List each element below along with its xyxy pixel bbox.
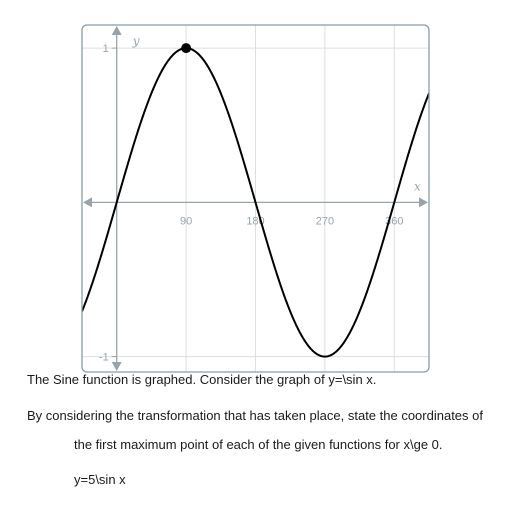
y-axis-arrow-down [111, 362, 122, 371]
y-tick-label: -1 [99, 352, 109, 364]
grid [82, 25, 429, 372]
x-tick-label: 90 [180, 215, 192, 227]
sine-curve [82, 47, 429, 358]
series-group [82, 47, 429, 358]
chart-frame [81, 24, 430, 373]
x-axis-arrow-right [419, 197, 428, 208]
x-axis-arrow-left [83, 197, 92, 208]
instruction-line-1: By considering the transformation that h… [27, 408, 483, 423]
highlight-points [181, 43, 192, 54]
x-tick-label: 270 [316, 215, 334, 227]
y-tick-label: 1 [103, 43, 109, 55]
function-item: y=5\sin x [74, 472, 126, 487]
maximum-point [181, 43, 192, 54]
y-axis-label: y [132, 34, 140, 48]
instruction-line-2: the first maximum point of each of the g… [74, 437, 443, 452]
x-axis-label: x [414, 179, 421, 193]
chart-caption: The Sine function is graphed. Consider t… [27, 372, 377, 387]
y-axis-arrow-up [111, 26, 122, 35]
